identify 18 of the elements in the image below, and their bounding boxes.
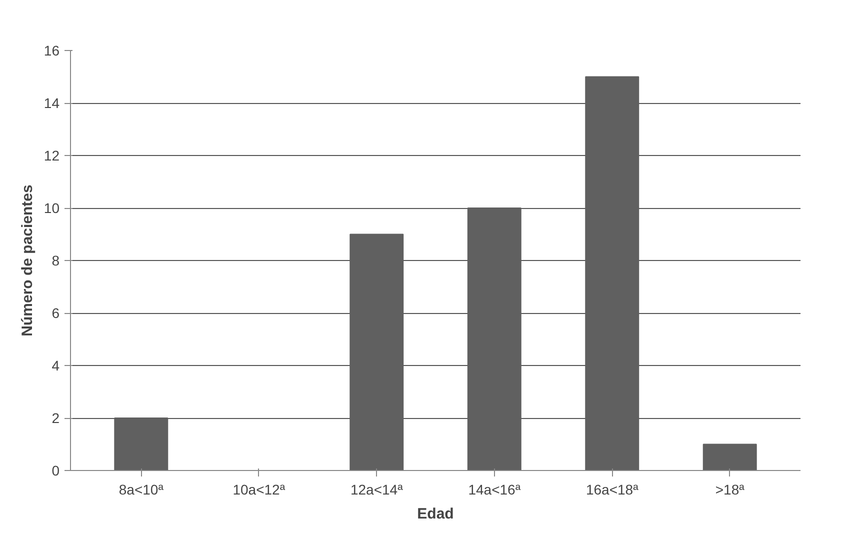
x-tick-label: 10a<12ª [232,482,286,498]
bar [702,444,757,470]
x-axis-title: Edad [417,506,454,522]
y-tick-label: 10 [44,200,60,216]
x-tick-label: 12a<14ª [350,482,404,498]
y-tick-label: 4 [52,358,60,374]
y-tick-label: 2 [52,410,60,426]
x-tick-label: >18ª [715,482,746,498]
x-tick-label: 14a<16ª [468,482,522,498]
x-tick-label: 16a<18ª [586,482,640,498]
x-tick-label: 8a<10ª [118,482,164,498]
y-tick-label: 14 [44,95,60,111]
y-tick-label: 8 [52,252,60,268]
y-tick-label: 6 [52,305,60,321]
y-tick-label: 0 [52,462,60,478]
y-tick-label: 12 [44,148,60,164]
y-tick-label: 16 [44,42,60,58]
y-axis-title: Número de pacientes [18,184,36,336]
